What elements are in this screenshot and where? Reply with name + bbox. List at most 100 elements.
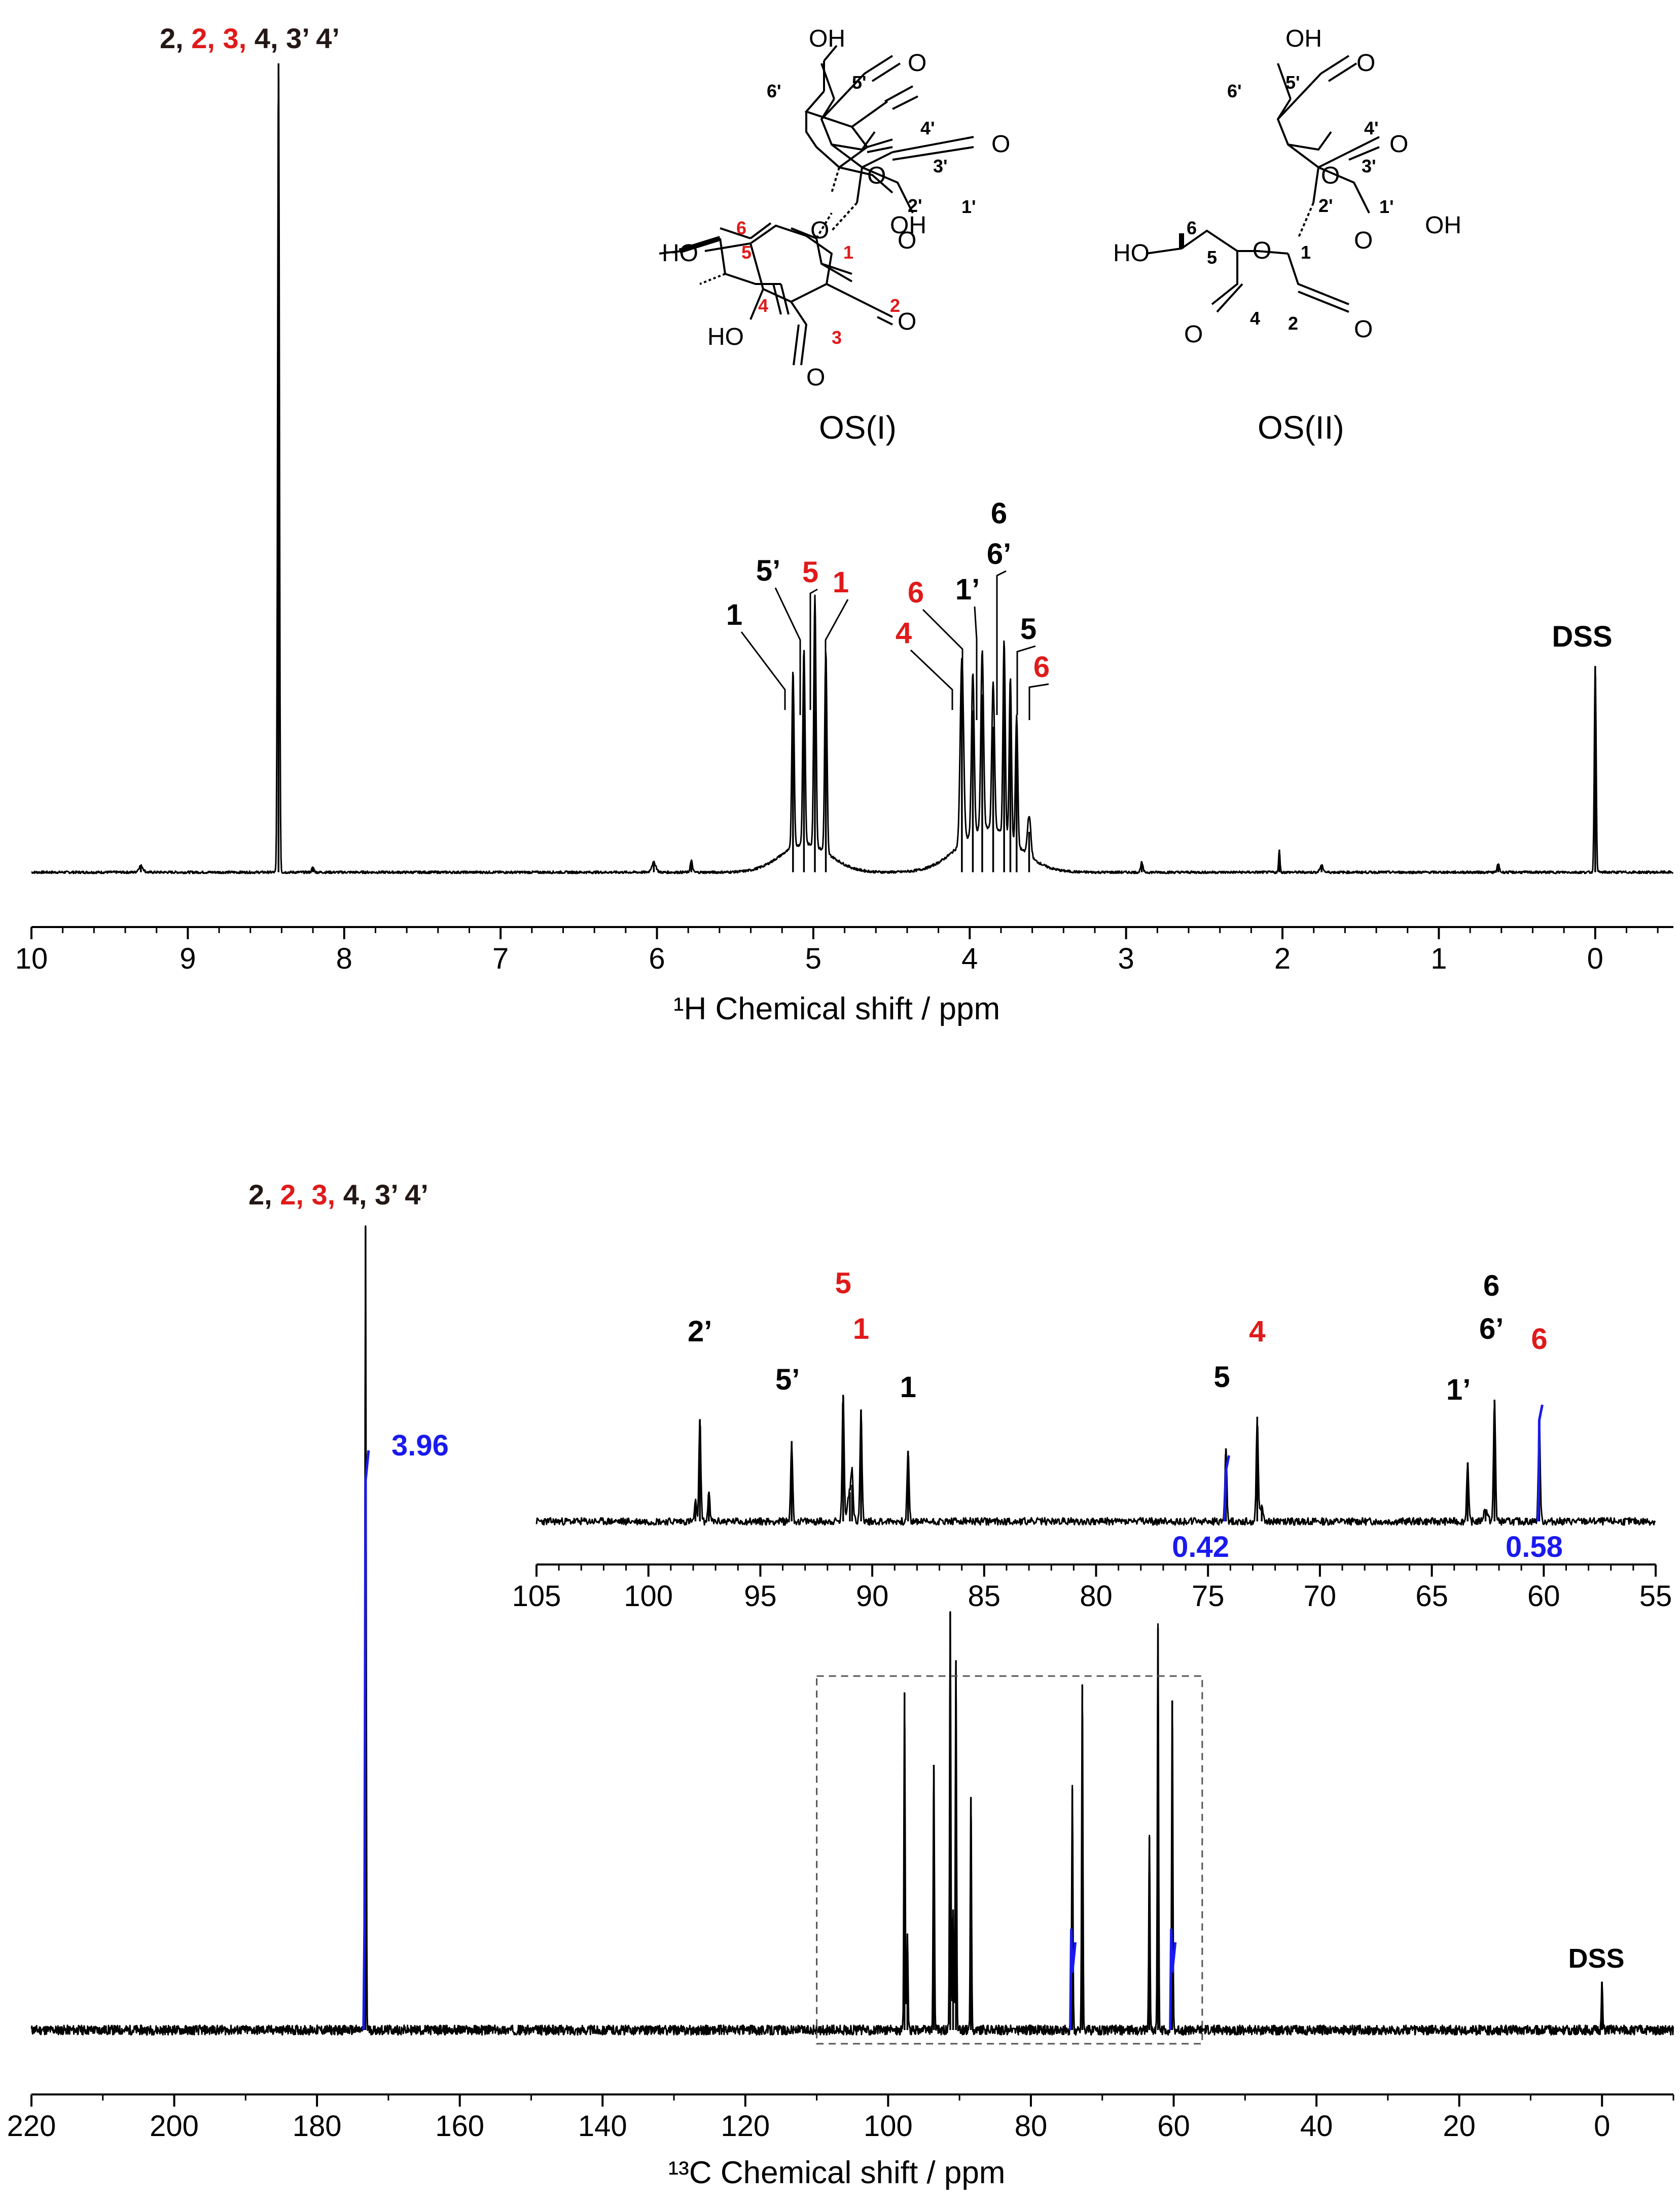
c13-integral-curve [362, 1450, 370, 2031]
inset-axis-tick-label: 95 [744, 1580, 777, 1613]
inset-axis-tick-label: 105 [512, 1580, 561, 1613]
c13-axis-tick-label: 160 [435, 2110, 484, 2143]
h1-assignment-leader [922, 609, 963, 715]
inset-assignment-label: 4 [1249, 1315, 1265, 1348]
h1-assignment-label: 1 [726, 598, 742, 631]
c13-header-part: 4, 3’ 4’ [343, 1179, 428, 1211]
inset-axis-tick-label: 80 [1080, 1580, 1113, 1613]
c13-axis-tick-label: 40 [1300, 2110, 1333, 2143]
os2-num: 1 [1301, 242, 1311, 263]
h1-x-axis: 10 9 8 7 6 5 4 3 2 1 0 [15, 926, 1673, 975]
c13-zoom-box [816, 1675, 1203, 2045]
c13-spectrum-trace [30, 1225, 1674, 2036]
os2-glyco-o: O [1354, 227, 1373, 254]
os2-carbonyl-o: O [1354, 316, 1373, 343]
h1-header-part: 2, [160, 22, 191, 54]
inset-assignment-label: 1’ [1446, 1373, 1471, 1406]
c13-axis-tick-label: 220 [7, 2110, 56, 2143]
h1-axis-tick-label: 6 [649, 942, 665, 975]
inset-assignment-label: 6 [1531, 1323, 1547, 1356]
os2-num: 4' [1364, 118, 1379, 138]
os2-carbonyl-o: O [1184, 321, 1203, 348]
os1-carbonyl-o: O [806, 364, 825, 391]
inset-assignment-label: 1 [900, 1371, 916, 1404]
h1-axis-tick-label: 8 [336, 942, 352, 975]
inset-axis-tick-label: 90 [856, 1580, 889, 1613]
os2-carbonyl-o: O [1356, 50, 1375, 77]
h1-assignment-label: 6’ [987, 538, 1011, 571]
c13-header-label: 2, 2, 3, 4, 3’ 4’ [248, 1179, 428, 1211]
inset-axis-tick-label: 70 [1304, 1580, 1337, 1613]
structure-os1-bonds [704, 55, 974, 366]
c13-header-part: 2, [280, 1179, 311, 1211]
h1-assignment-label: 5 [802, 556, 818, 589]
h1-header-part: 2, [191, 22, 223, 54]
c13-axis-tick-label: 140 [578, 2110, 627, 2143]
os1-num: 2 [890, 295, 900, 316]
h1-axis-tick-label: 2 [1274, 942, 1291, 975]
os1-num: 3' [933, 156, 948, 176]
os2-num: 5' [1285, 72, 1300, 93]
inset-peak-trace [535, 1396, 1656, 1526]
os2-num: 6' [1227, 81, 1242, 101]
h1-assignment-label: 6 [1033, 651, 1050, 684]
svg-text:2, 2, 3, 4, 3’ 4’: 2, 2, 3, 4, 3’ 4’ [248, 1179, 428, 1211]
inset-axis-tick-label: 85 [968, 1580, 1001, 1613]
c13-dss-label: DSS [1568, 1943, 1624, 1974]
h1-assignment-leader [809, 588, 818, 710]
structure-os2-labels: OH OH HO O O O O O O O OS(II) [1113, 25, 1461, 446]
c13-axis-tick-label: 20 [1443, 2110, 1476, 2143]
structure-os2 [1146, 55, 1380, 313]
h1-assignment-leader [774, 587, 801, 715]
c13-axis-tick-label: 80 [1015, 2110, 1048, 2143]
c13-axis-tick-label: 100 [864, 2110, 913, 2143]
c13-integral-curve [1069, 1928, 1077, 2031]
inset-assignment-label: 5 [835, 1267, 851, 1300]
c13-axis-tick-label: 180 [293, 2110, 342, 2143]
c13-inset-x-axis: 105 100 95 90 85 80 75 70 65 60 55 [512, 1563, 1672, 1613]
h1-assignment-leader [974, 606, 978, 720]
inset-integral-curve [1223, 1455, 1230, 1522]
h1-axis-tick-label: 7 [492, 942, 509, 975]
h1-spectrum-trace [31, 63, 1674, 874]
inset-integral-label: 0.58 [1506, 1531, 1563, 1563]
h1-peak-trace [31, 76, 1674, 874]
c13-inset-trace [535, 1395, 1656, 1526]
h1-assignment-label: 6 [908, 576, 924, 609]
c13-integral-label: 3.96 [391, 1429, 449, 1462]
inset-assignment-label: 6 [1483, 1269, 1499, 1302]
h1-x-axis-label: ¹H Chemical shift / ppm [673, 991, 1000, 1026]
svg-text:2, 2, 3, 4, 3’ 4’: 2, 2, 3, 4, 3’ 4’ [160, 22, 340, 54]
os1-oh-top: OH [809, 25, 845, 52]
os1-num: 3 [832, 327, 842, 348]
os1-num: 6 [736, 218, 746, 238]
os2-num: 2' [1318, 195, 1333, 216]
h1-axis-tick-label: 1 [1431, 942, 1447, 975]
h1-axis-tick-label: 4 [961, 942, 978, 975]
os2-num: 6 [1187, 218, 1197, 238]
h1-assignment-label: 1’ [955, 573, 980, 606]
h1-assignment-leader [740, 631, 786, 710]
os2-num: 3' [1362, 156, 1376, 176]
h1-assignment-label: 5 [1020, 613, 1036, 646]
h1-axis-tick-label: 0 [1587, 942, 1603, 975]
os1-glyco-o: O [898, 227, 916, 254]
c13-header-part: 2, [248, 1179, 280, 1211]
os1-num: 5 [741, 242, 752, 263]
inset-axis-tick-label: 75 [1192, 1580, 1225, 1613]
h1-axis-tick-label: 9 [180, 942, 196, 975]
c13-axis-tick-label: 60 [1157, 2110, 1190, 2143]
inset-assignment-label: 5’ [775, 1363, 800, 1396]
os1-num: 4 [758, 295, 768, 316]
h1-assignment-leader [910, 649, 953, 710]
os2-ho-left: HO [1113, 240, 1150, 267]
h1-header-part: 3, [223, 22, 255, 54]
structure-os2-numbers: 6' 5' 4' 3' 2' 1' 6 5 1 4 2 [1187, 72, 1394, 334]
h1-assignment-label: 5’ [756, 554, 780, 587]
os1-num: 1 [843, 242, 853, 263]
inset-integral-label: 0.42 [1172, 1531, 1229, 1563]
os1-ring-o-mid: O [810, 217, 829, 244]
os2-carbonyl-o: O [1389, 131, 1408, 158]
